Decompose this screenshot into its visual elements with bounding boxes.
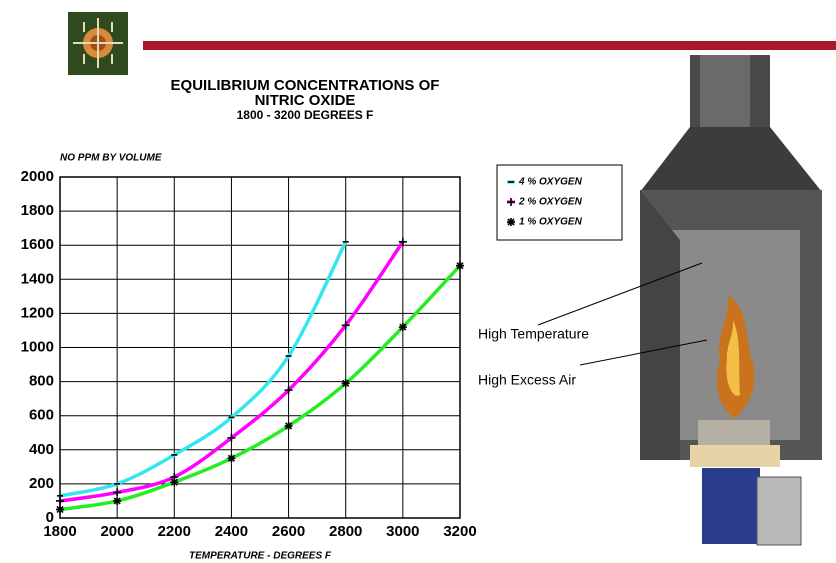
y-tick-label: 800 (29, 373, 54, 390)
marker (113, 497, 121, 505)
legend-label: 2 % OXYGEN (518, 197, 583, 208)
y-tick-label: 1000 (21, 338, 54, 355)
y-tick-label: 200 (29, 475, 54, 492)
legend-item: 4 % OXYGEN (507, 177, 583, 188)
x-tick-label: 2200 (158, 523, 191, 540)
y-tick-label: 1600 (21, 236, 54, 253)
x-tick-label: 2600 (272, 523, 305, 540)
legend-item: 2 % OXYGEN (507, 197, 583, 208)
slide: EQUILIBRIUM CONCENTRATIONS OF NITRIC OXI… (0, 0, 836, 563)
marker (227, 454, 235, 462)
x-axis-label: TEMPERATURE - DEGREES F (189, 551, 332, 562)
chart-title: NITRIC OXIDE (255, 92, 356, 109)
furnace-illustration (640, 55, 822, 545)
legend-item: 1 % OXYGEN (507, 217, 583, 228)
marker (399, 323, 407, 331)
marker (342, 379, 350, 387)
annotation: High Excess Air (478, 372, 576, 388)
y-axis-label: NO PPM BY VOLUME (60, 153, 162, 164)
plot: 0200400600800100012001400160018002000180… (21, 168, 477, 540)
y-tick-label: 1200 (21, 304, 54, 321)
x-tick-label: 2000 (100, 523, 133, 540)
marker (507, 218, 515, 226)
x-tick-label: 2400 (215, 523, 248, 540)
legend-label: 4 % OXYGEN (518, 177, 583, 188)
y-tick-label: 400 (29, 441, 54, 458)
header-bar (143, 41, 836, 50)
chart-subtitle: 1800 - 3200 DEGREES F (237, 108, 374, 122)
x-tick-label: 1800 (43, 523, 76, 540)
legend: 4 % OXYGEN 2 % OXYGEN 1 % OXYGEN (507, 177, 583, 228)
annotation: High Temperature (478, 326, 589, 342)
y-tick-label: 1400 (21, 270, 54, 287)
x-tick-label: 3200 (443, 523, 476, 540)
marker (170, 478, 178, 486)
y-tick-label: 2000 (21, 168, 54, 185)
marker (113, 488, 121, 496)
y-tick-label: 1800 (21, 202, 54, 219)
y-tick-label: 600 (29, 407, 54, 424)
x-tick-label: 3000 (386, 523, 419, 540)
series-line (60, 266, 460, 510)
logo (68, 12, 128, 75)
x-tick-label: 2800 (329, 523, 362, 540)
legend-label: 1 % OXYGEN (519, 217, 583, 228)
marker (285, 422, 293, 430)
